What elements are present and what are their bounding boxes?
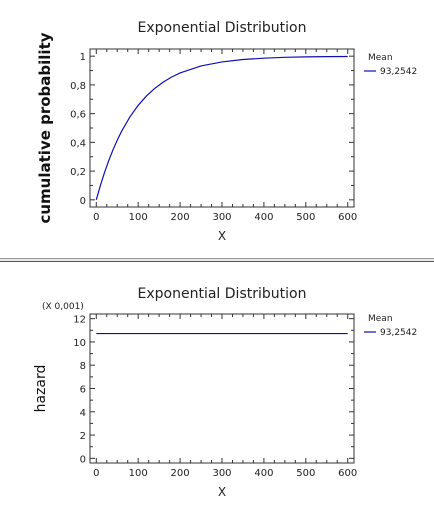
y-tick-label: 1	[80, 52, 86, 63]
x-tick-label: 300	[212, 468, 231, 479]
x-tick-label: 0	[93, 468, 99, 479]
panel-divider	[0, 258, 434, 264]
x-tick-label: 100	[129, 468, 148, 479]
x-tick-label: 100	[129, 212, 148, 223]
y-tick-label: 8	[80, 361, 86, 372]
legend-entry: 93,2542	[380, 67, 417, 77]
y-tick-label: 10	[73, 338, 86, 349]
x-tick-label: 600	[338, 212, 357, 223]
y-tick-label: 0	[80, 196, 86, 207]
legend-title: Mean	[368, 53, 393, 63]
y-tick-label: 12	[73, 315, 86, 326]
x-tick-label: 600	[338, 468, 357, 479]
x-tick-label: 200	[171, 468, 190, 479]
y-tick-label: 0,6	[70, 110, 86, 121]
x-tick-label: 500	[296, 212, 315, 223]
chart-title: Exponential Distribution	[138, 20, 307, 36]
x-axis-label: X	[218, 485, 226, 499]
y-axis-label: hazard	[33, 365, 49, 413]
y-tick-label: 0,4	[70, 138, 86, 149]
y-axis-label: cumulative probability	[36, 32, 54, 223]
x-tick-label: 0	[93, 212, 99, 223]
x-tick-label: 300	[212, 212, 231, 223]
series-line	[95, 55, 348, 200]
y-tick-label: 4	[80, 408, 86, 419]
cdf-chart: Exponential Distribution 0 100 200 300 400 500…	[36, 20, 417, 243]
y-tick-label: 2	[80, 431, 86, 442]
y-multiplier-label: (X 0,001)	[42, 302, 84, 312]
y-tick-label: 0,2	[70, 167, 86, 178]
y-tick-label: 6	[80, 385, 86, 396]
x-axis-label: X	[218, 229, 226, 243]
y-tick-label: 0	[80, 454, 86, 465]
x-tick-label: 400	[254, 212, 273, 223]
y-tick-label: 0,8	[70, 81, 86, 92]
plot-frame	[89, 313, 355, 464]
x-tick-label: 200	[171, 212, 190, 223]
legend-entry: 93,2542	[380, 328, 417, 338]
x-tick-label: 400	[254, 468, 273, 479]
chart-title: Exponential Distribution	[138, 286, 307, 302]
x-tick-label: 500	[296, 468, 315, 479]
plot-frame	[89, 48, 355, 208]
legend-title: Mean	[368, 314, 393, 324]
